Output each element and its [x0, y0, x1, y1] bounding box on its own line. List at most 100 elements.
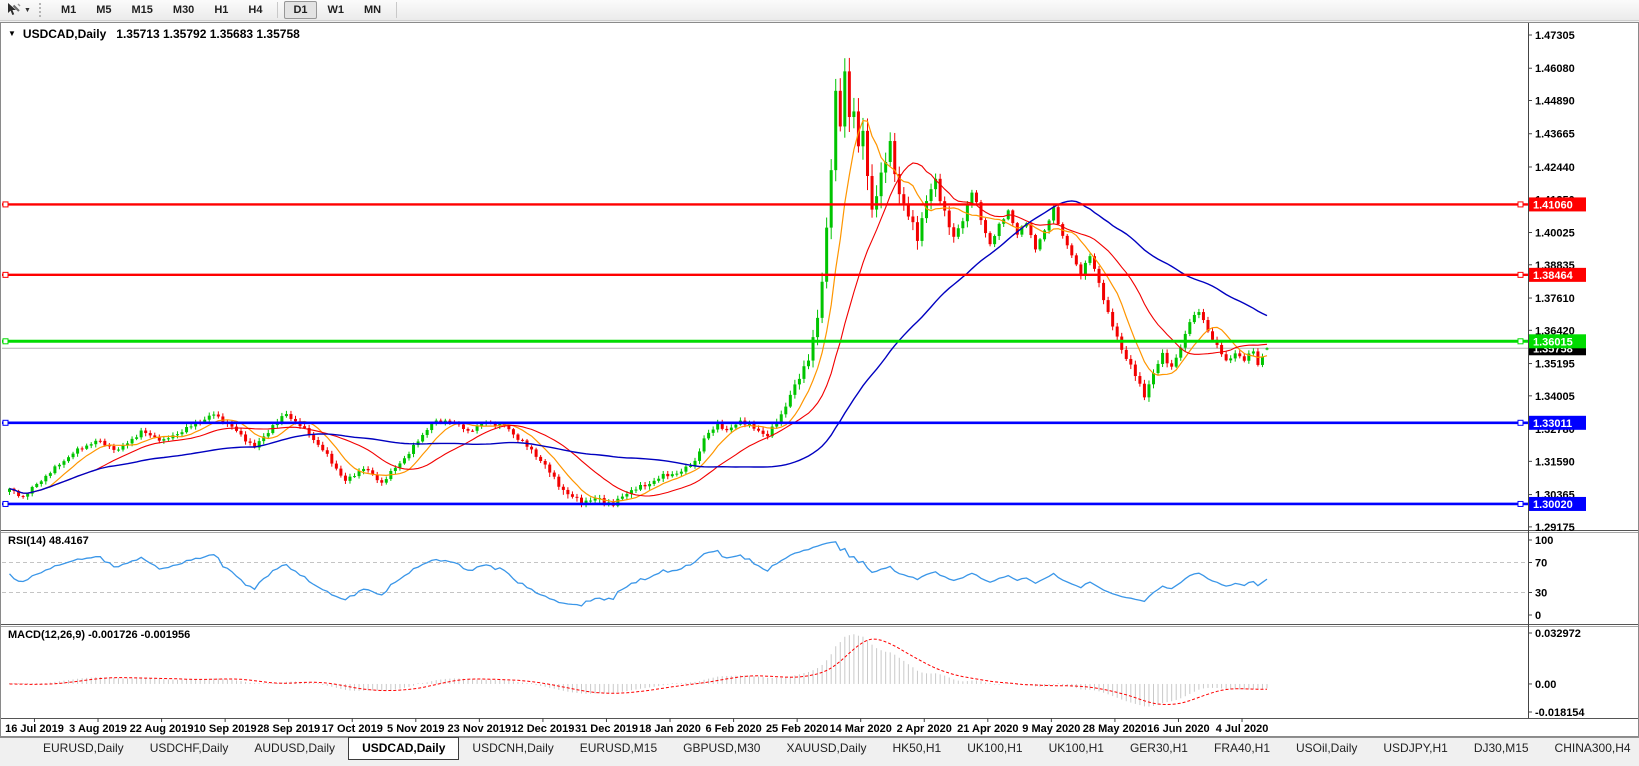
- candle: [1142, 383, 1146, 398]
- chart-tab-gbpusd-m30[interactable]: GBPUSD,M30: [683, 741, 761, 755]
- timeframe-button-w1[interactable]: W1: [327, 4, 345, 16]
- candle: [516, 434, 520, 440]
- date-axis-label: 18 Jan 2020: [639, 723, 701, 735]
- chart-tab-eurusd-daily[interactable]: EURUSD,Daily: [43, 741, 124, 755]
- candle: [593, 498, 597, 501]
- price-axis-tick: 1.37610: [1535, 293, 1575, 305]
- timeframe-button-h1[interactable]: H1: [214, 4, 229, 16]
- timeframe-button-m5[interactable]: M5: [96, 4, 112, 16]
- timeframe-button-h4[interactable]: H4: [248, 4, 263, 16]
- hline-handle[interactable]: [1517, 500, 1524, 507]
- chart-tab-china300-h4[interactable]: CHINA300,H4: [1554, 741, 1631, 755]
- chart-tab-hk50-h1[interactable]: HK50,H1: [892, 741, 942, 755]
- timeframe-button-m30[interactable]: M30: [172, 4, 195, 16]
- candle: [412, 444, 416, 454]
- macd-signal-line: [9, 638, 1268, 706]
- candle: [157, 437, 161, 441]
- macd-axis-tick: 0.032972: [1535, 628, 1581, 640]
- timeframe-buttons: M1 M5 M15 M30 H1 H4 D1 W1 MN: [51, 0, 402, 20]
- drawing-tools-icon[interactable]: [3, 1, 23, 19]
- candle: [797, 378, 801, 385]
- candle: [353, 476, 357, 478]
- candle: [334, 463, 338, 469]
- date-axis-label: 16 Jul 2019: [5, 723, 64, 735]
- price-axis[interactable]: 1.473051.460801.448901.436651.424401.412…: [1528, 22, 1586, 719]
- candle: [266, 433, 270, 437]
- candle: [870, 176, 874, 210]
- collapse-triangle-icon[interactable]: ▼: [8, 28, 16, 38]
- candle: [802, 366, 806, 379]
- candle: [362, 468, 366, 472]
- candle: [720, 422, 724, 429]
- candle: [902, 194, 906, 204]
- ma-fast-line: [9, 119, 1268, 503]
- candle: [648, 483, 652, 487]
- price-tag: [1529, 197, 1586, 212]
- hline-handle[interactable]: [1517, 419, 1524, 426]
- chart-canvas[interactable]: 1.473051.460801.448901.436651.424401.412…: [0, 22, 1639, 737]
- candle: [30, 486, 34, 494]
- hline-handle[interactable]: [2, 271, 9, 278]
- date-axis-label: 5 Nov 2019: [387, 723, 444, 735]
- candle: [507, 425, 511, 430]
- date-axis-label: 14 Mar 2020: [830, 723, 892, 735]
- candle: [915, 222, 919, 241]
- hline-handle[interactable]: [2, 201, 9, 208]
- chart-tab-fra40-h1[interactable]: FRA40,H1: [1213, 741, 1271, 755]
- candle: [421, 434, 425, 442]
- candle: [375, 474, 379, 481]
- date-axis[interactable]: 16 Jul 2019 3 Aug 2019 22 Aug 2019 10 Sep 2…: [5, 718, 1268, 735]
- candle: [153, 435, 157, 438]
- hline-handle[interactable]: [2, 338, 9, 345]
- candle: [1170, 363, 1174, 367]
- chart-tab-audusd-daily[interactable]: AUDUSD,Daily: [254, 741, 336, 755]
- candle: [230, 423, 234, 427]
- price-tag-label: 1.41060: [1533, 199, 1573, 211]
- candle: [770, 426, 774, 437]
- hline-handle[interactable]: [2, 500, 9, 507]
- chart-tab-usdchf-daily[interactable]: USDCHF,Daily: [149, 741, 229, 755]
- candle: [747, 423, 751, 425]
- candle: [175, 434, 179, 436]
- candle: [1206, 320, 1210, 332]
- candle: [893, 141, 897, 175]
- candle: [35, 483, 39, 487]
- candle: [8, 488, 11, 492]
- hline-handle[interactable]: [2, 419, 9, 426]
- candle: [934, 178, 938, 190]
- candle: [62, 461, 66, 465]
- chart-tab-eurusd-m15[interactable]: EURUSD,M15: [579, 741, 658, 755]
- chart-tab-usdcad-daily[interactable]: USDCAD,Daily: [348, 737, 460, 760]
- candle: [248, 441, 252, 443]
- candle: [548, 464, 552, 473]
- candle: [684, 466, 688, 472]
- timeframe-button-d1[interactable]: D1: [284, 1, 317, 19]
- candle: [1242, 356, 1246, 361]
- chart-ohlc-values: 1.35713 1.35792 1.35683 1.35758: [116, 27, 300, 41]
- candle: [44, 475, 48, 482]
- hline-handle[interactable]: [1517, 201, 1524, 208]
- candle: [974, 192, 978, 203]
- hline-handle[interactable]: [1517, 338, 1524, 345]
- chart-tab-usoil-daily[interactable]: USOil,Daily: [1296, 741, 1358, 755]
- tool-dropdown-caret-icon[interactable]: ▼: [24, 6, 31, 14]
- candle: [988, 233, 992, 245]
- chart-tab-uk100-h1[interactable]: UK100,H1: [967, 741, 1023, 755]
- candle: [970, 192, 974, 205]
- candle: [1056, 207, 1060, 225]
- chart-title-bar: ▼ USDCAD,Daily 1.35713 1.35792 1.35683 1…: [8, 27, 300, 41]
- hline-handle[interactable]: [1517, 271, 1524, 278]
- timeframe-button-mn[interactable]: MN: [364, 4, 382, 16]
- chart-tab-uk100-h1[interactable]: UK100,H1: [1048, 741, 1104, 755]
- chart-tab-dj30-m15[interactable]: DJ30,M15: [1473, 741, 1529, 755]
- timeframe-button-m15[interactable]: M15: [131, 4, 153, 16]
- timeframe-button-m1[interactable]: M1: [60, 4, 77, 16]
- candle: [838, 90, 842, 127]
- chart-tab-usdcnh-daily[interactable]: USDCNH,Daily: [472, 741, 554, 755]
- chart-tab-ger30-h1[interactable]: GER30,H1: [1129, 741, 1188, 755]
- chart-tab-usdjpy-h1[interactable]: USDJPY,H1: [1383, 741, 1448, 755]
- candle: [993, 236, 997, 245]
- candle: [652, 480, 656, 484]
- chart-tab-xauusd-daily[interactable]: XAUUSD,Daily: [786, 741, 867, 755]
